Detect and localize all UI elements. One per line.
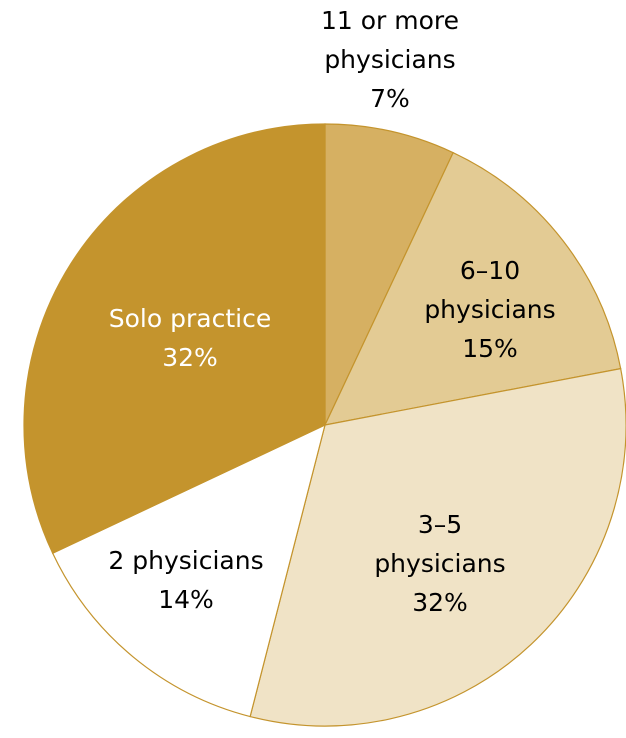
value-label: 15% [462, 334, 518, 363]
label-line: physicians [424, 295, 555, 324]
label-line: 6–10 [460, 256, 520, 285]
value-label: 7% [370, 84, 410, 113]
value-label: 32% [162, 343, 218, 372]
label-line: physicians [324, 45, 455, 74]
value-label: 32% [412, 588, 468, 617]
pie-slice [324, 123, 454, 426]
pie-slice [51, 423, 326, 718]
label-line: 3–5 [418, 510, 462, 539]
pie-slice [23, 123, 326, 554]
slice-label: 2 physicians [108, 546, 263, 575]
pie-slice [323, 151, 622, 426]
label-line: 11 or more [321, 6, 459, 35]
label-line: Solo practice [109, 304, 271, 333]
slice-label: 11 or more physicians [321, 6, 459, 74]
slice-label: 6–10 physicians [424, 256, 555, 324]
pie-slice [249, 367, 626, 727]
label-line: physicians [374, 549, 505, 578]
slice-label: Solo practice [109, 304, 271, 333]
value-label: 14% [158, 585, 214, 614]
label-line: 2 physicians [108, 546, 263, 575]
slice-label: 3–5 physicians [374, 510, 505, 578]
